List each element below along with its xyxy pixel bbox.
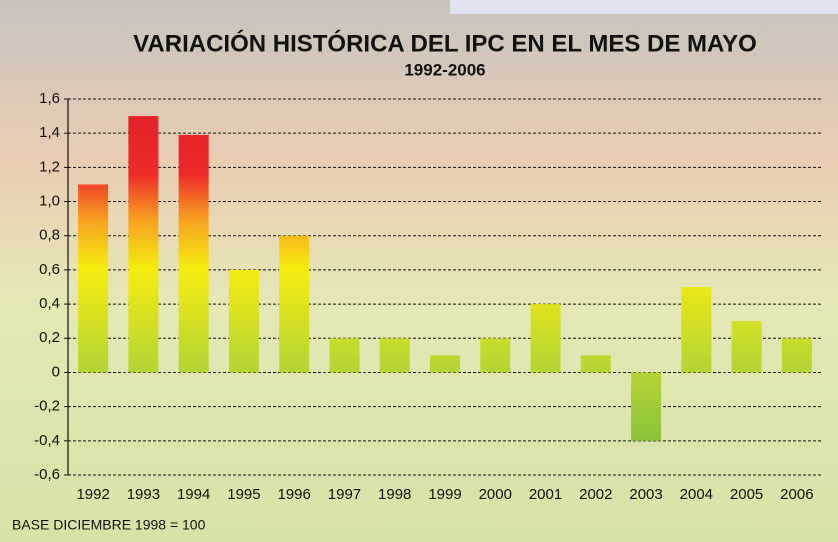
x-tick-label: 2000 — [479, 486, 512, 503]
bar — [179, 135, 209, 373]
x-tick-label: 1997 — [328, 486, 361, 503]
x-tick-label: 2006 — [780, 486, 813, 503]
y-tick-label: 0,6 — [39, 261, 60, 278]
bar — [782, 338, 812, 372]
x-tick-label: 2002 — [579, 486, 612, 503]
y-tick-label: 0 — [52, 363, 60, 380]
x-tick-label: 2001 — [529, 486, 562, 503]
y-tick-label: 1,2 — [39, 158, 60, 175]
y-tick-label: -0,6 — [34, 466, 60, 483]
y-tick-label: -0,4 — [34, 432, 60, 449]
bar — [732, 321, 762, 372]
y-tick-label: 0,8 — [39, 227, 60, 244]
x-tick-label: 1999 — [428, 486, 461, 503]
x-tick-label: 2005 — [730, 486, 763, 503]
x-tick-label: 1992 — [76, 486, 109, 503]
bar — [229, 270, 259, 373]
x-tick-label: 1994 — [177, 486, 210, 503]
chart-title: VARIACIÓN HISTÓRICA DEL IPC EN EL MES DE… — [133, 29, 757, 57]
page: VARIACIÓN HISTÓRICA DEL IPC EN EL MES DE… — [0, 0, 838, 542]
footnote: BASE DICIEMBRE 1998 = 100 — [12, 517, 206, 533]
bar — [128, 116, 158, 372]
x-tick-label: 1993 — [127, 486, 160, 503]
y-tick-label: 1,6 — [39, 90, 60, 107]
x-tick-label: 1998 — [378, 486, 411, 503]
x-tick-label: 2003 — [629, 486, 662, 503]
bar — [631, 372, 661, 440]
bar — [380, 338, 410, 372]
y-tick-label: 0,2 — [39, 329, 60, 346]
y-tick-label: 1,0 — [39, 193, 60, 210]
bar — [531, 304, 561, 372]
bar — [279, 236, 309, 373]
y-tick-label: 1,4 — [39, 124, 60, 141]
x-tick-label: 1995 — [227, 486, 260, 503]
bar — [581, 355, 611, 372]
chart: VARIACIÓN HISTÓRICA DEL IPC EN EL MES DE… — [0, 0, 838, 542]
top-panel — [450, 0, 838, 14]
bar — [480, 338, 510, 372]
bar — [430, 355, 460, 372]
x-tick-label: 1996 — [278, 486, 311, 503]
bar — [78, 184, 108, 372]
bar — [329, 338, 359, 372]
x-tick-label: 2004 — [680, 486, 713, 503]
y-tick-label: 0,4 — [39, 295, 60, 312]
background — [0, 0, 838, 542]
y-tick-label: -0,2 — [34, 398, 60, 415]
chart-subtitle: 1992-2006 — [404, 60, 485, 79]
bar — [681, 287, 711, 372]
